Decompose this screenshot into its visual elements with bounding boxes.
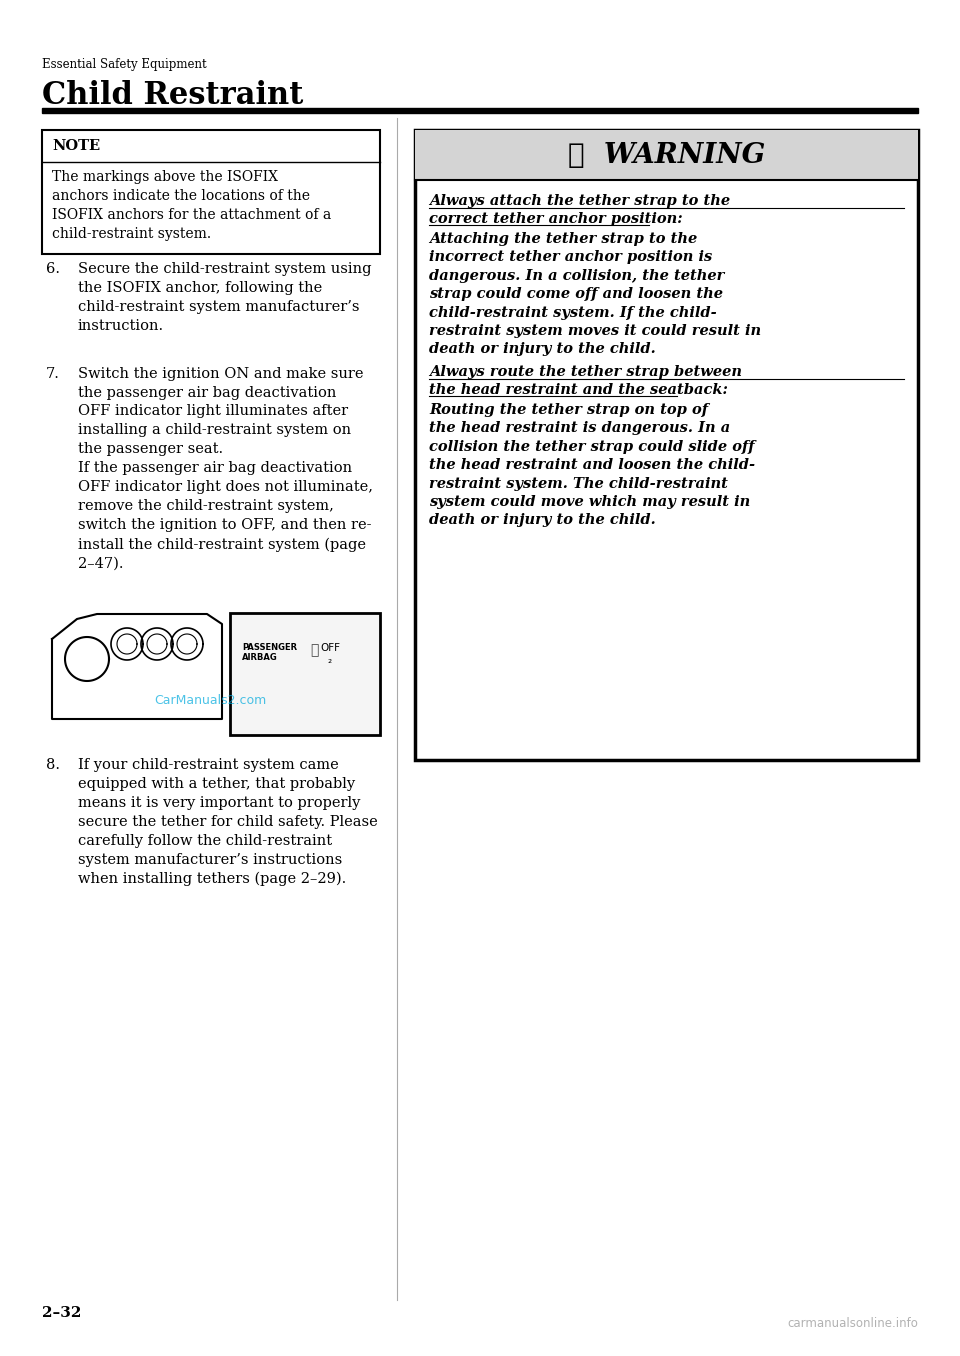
Text: NOTE: NOTE	[52, 140, 100, 153]
Bar	[42, 607, 220, 740]
Text: 7.: 7.	[46, 366, 60, 381]
Text: CarManuals2.com: CarManuals2.com	[154, 693, 266, 706]
Text: Attaching the tether strap to the
incorrect tether anchor position is
dangerous.: Attaching the tether strap to the incorr…	[429, 232, 761, 357]
Bar	[415, 130, 918, 759]
Text: OFF
₂: OFF ₂	[320, 643, 340, 664]
Text: carmanualsonline.info: carmanualsonline.info	[787, 1317, 918, 1330]
Text: 2–32: 2–32	[42, 1306, 82, 1319]
Text: 8.: 8.	[46, 758, 60, 772]
Bar	[42, 130, 380, 254]
Text: If your child-restraint system came
equipped with a tether, that probably
means : If your child-restraint system came equi…	[78, 758, 377, 887]
Text: PASSENGER
AIRBAG: PASSENGER AIRBAG	[242, 643, 298, 662]
Text: Essential Safety Equipment: Essential Safety Equipment	[42, 58, 206, 71]
Text: ⛔: ⛔	[310, 643, 319, 658]
Text: Child Restraint: Child Restraint	[42, 80, 303, 111]
Text: Switch the ignition ON and make sure
the passenger air bag deactivation
OFF indi: Switch the ignition ON and make sure the…	[78, 366, 373, 571]
Text: The markings above the ISOFIX
anchors indicate the locations of the
ISOFIX ancho: The markings above the ISOFIX anchors in…	[52, 170, 331, 241]
Text: Always route the tether strap between 
the head restraint and the seatback:: Always route the tether strap between th…	[429, 365, 747, 397]
Bar	[230, 613, 380, 735]
Text: Always attach the tether strap to the 
correct tether anchor position:: Always attach the tether strap to the co…	[429, 194, 735, 226]
Bar	[415, 130, 918, 180]
Text: 6.: 6.	[46, 262, 60, 277]
Text: Secure the child-restraint system using
the ISOFIX anchor, following the
child-r: Secure the child-restraint system using …	[78, 262, 372, 332]
Bar	[42, 108, 918, 113]
Text: Routing the tether strap on top of
the head restraint is dangerous. In a
collisi: Routing the tether strap on top of the h…	[429, 403, 756, 527]
Text: ⚠  WARNING: ⚠ WARNING	[567, 141, 765, 168]
